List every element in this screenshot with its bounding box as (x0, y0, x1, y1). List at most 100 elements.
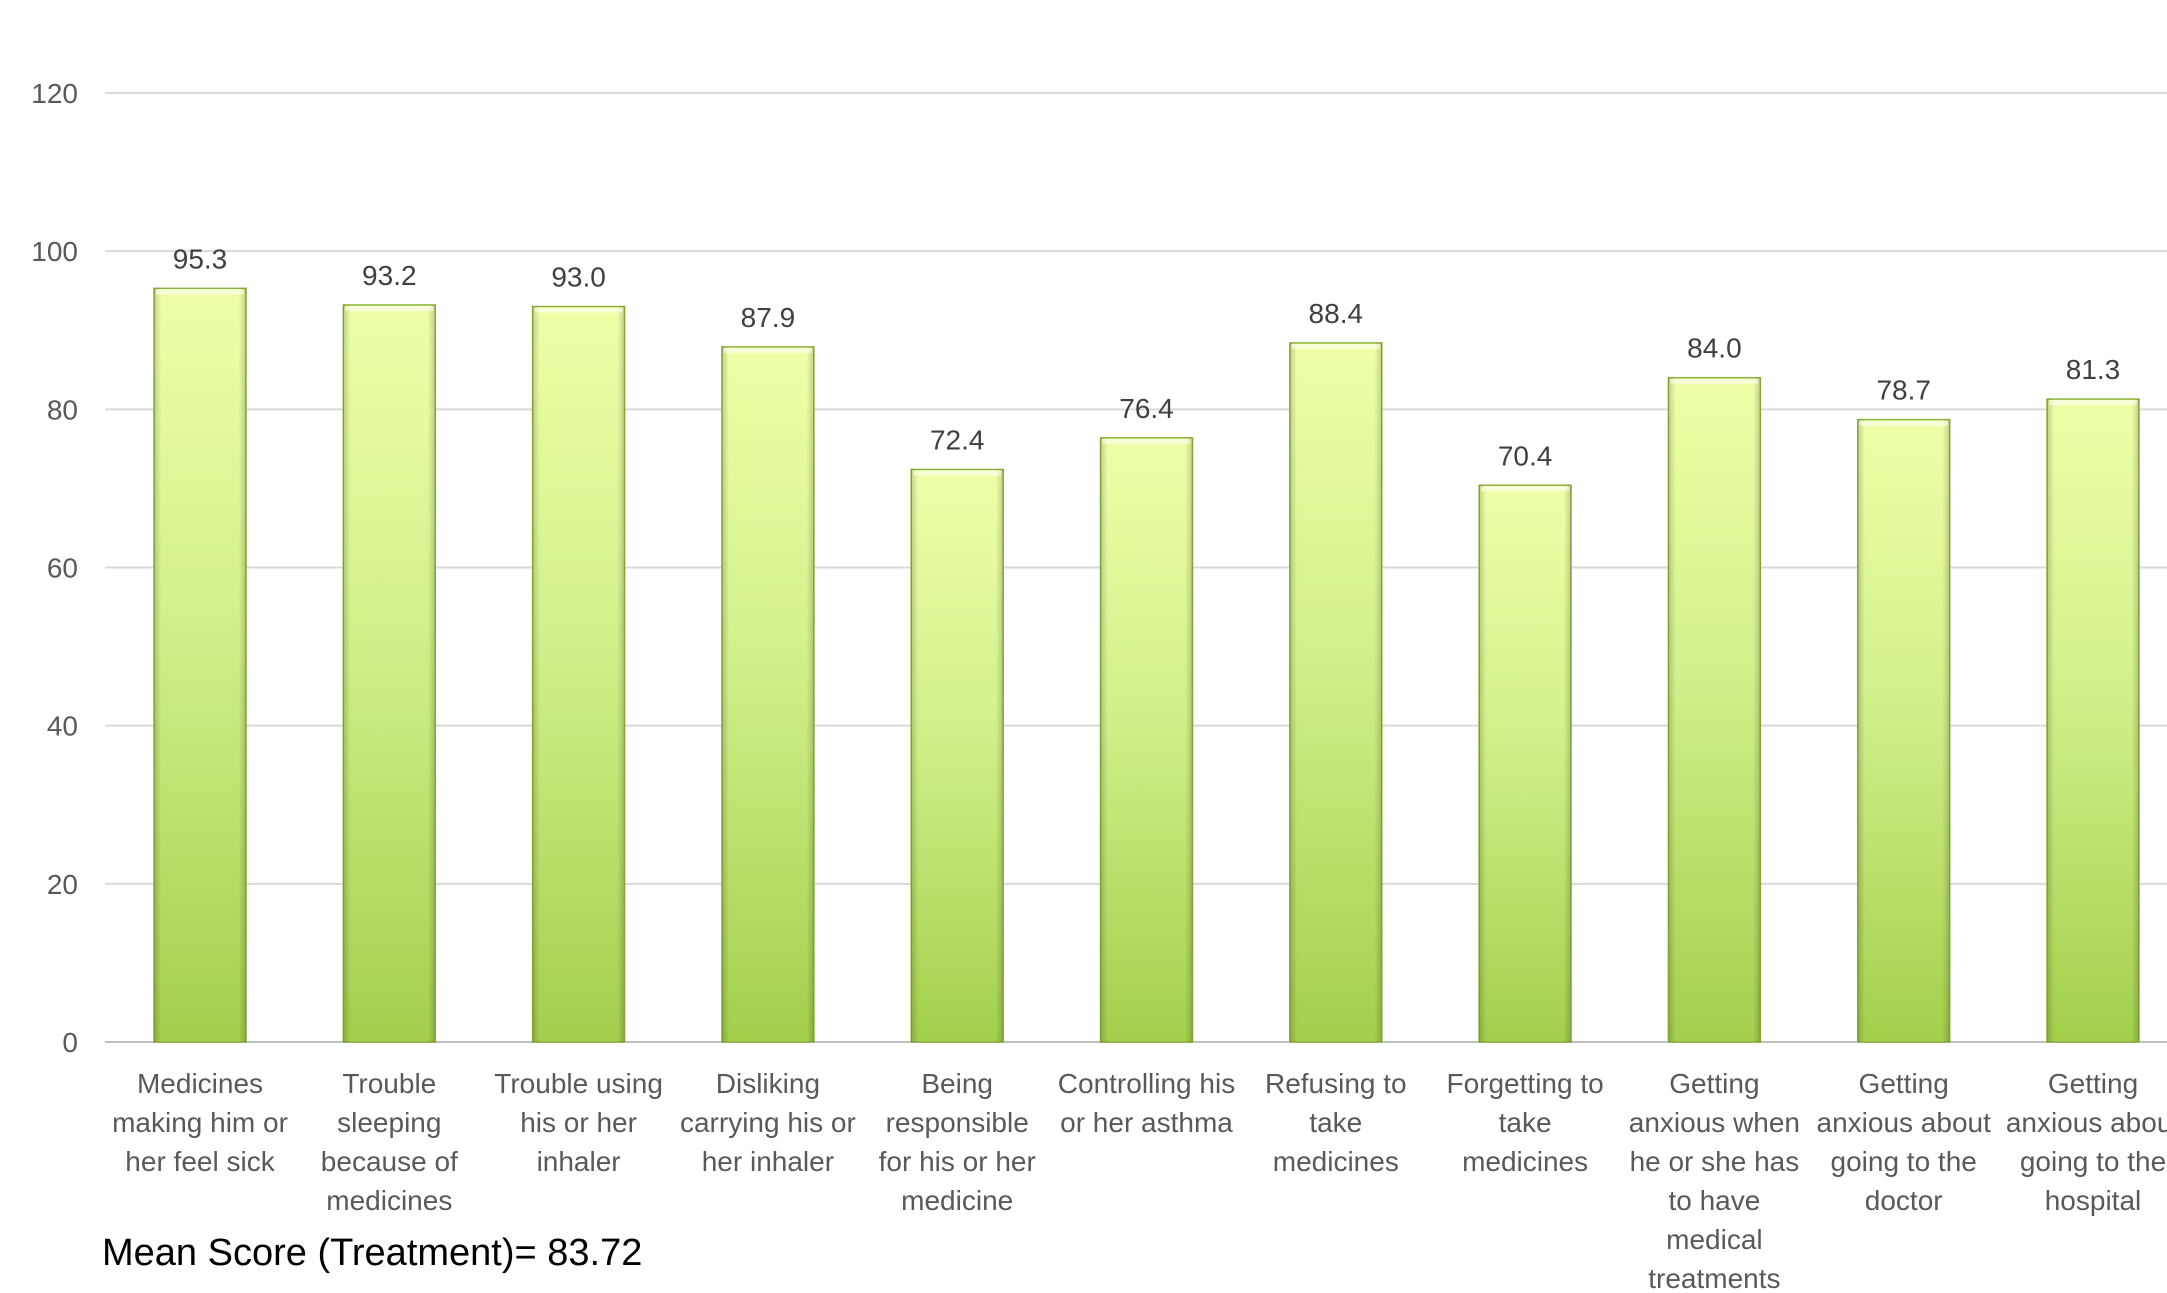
category-label-line: anxious about (2006, 1107, 2167, 1138)
category-label: Disliking carrying his or her inhaler (680, 1068, 856, 1177)
category-label-line: medicines (1273, 1146, 1399, 1177)
category-label: Being responsible for his or her medicine (879, 1068, 1036, 1216)
category-label-line: Getting (2048, 1068, 2138, 1099)
bar-shade (343, 304, 436, 1042)
data-label: 84.0 (1687, 333, 1742, 364)
bar (1478, 484, 1572, 1043)
data-label: 81.3 (2066, 354, 2121, 385)
category-label-line: Refusing to (1265, 1068, 1407, 1099)
data-label: 95.3 (173, 243, 228, 274)
category-label-line: anxious when (1629, 1107, 1800, 1138)
category-label: Getting anxious about going to the hospital (2006, 1068, 2167, 1216)
bar-shade (1857, 419, 1950, 1043)
category-label-line: Getting (1669, 1068, 1759, 1099)
bar-highlight (723, 347, 812, 353)
category-label: Trouble using his or her inhaler (494, 1068, 663, 1177)
data-label: 76.4 (1119, 393, 1174, 424)
bar (1667, 376, 1762, 1043)
category-label-line: for his or her (879, 1146, 1036, 1177)
bar-shade (2047, 399, 2139, 1042)
category-label-line: going to the (2020, 1146, 2166, 1177)
bar-highlight (2049, 400, 2137, 406)
bar-highlight (345, 305, 434, 311)
bar-highlight (1670, 378, 1759, 384)
category-label-line: his or her (520, 1107, 637, 1138)
category-label-line: carrying his or (680, 1107, 856, 1138)
category-label-line: because of (321, 1146, 458, 1177)
y-tick-label: 100 (31, 236, 78, 267)
bar (910, 468, 1004, 1043)
bar (153, 287, 247, 1043)
category-label: Trouble sleeping because of medicines (321, 1068, 458, 1216)
bar-highlight (1481, 486, 1570, 492)
data-label: 72.4 (930, 424, 985, 455)
category-label-line: medicine (901, 1185, 1013, 1216)
bar (1289, 342, 1383, 1043)
category-label-line: her feel sick (125, 1146, 275, 1177)
category-label-line: making him or (112, 1107, 288, 1138)
category-label-line: Trouble using (494, 1068, 663, 1099)
bar-highlight (1859, 420, 1948, 426)
category-label-line: Controlling his (1058, 1068, 1235, 1099)
data-label: 87.9 (741, 302, 796, 333)
bar (1099, 437, 1194, 1043)
data-label: 78.7 (1876, 375, 1931, 406)
bar-highlight (1291, 343, 1380, 349)
category-label-line: Medicines (137, 1068, 263, 1099)
bar-highlight (1102, 438, 1191, 444)
bar-shade (1479, 485, 1572, 1043)
category-label-line: medicines (1462, 1146, 1588, 1177)
bar-highlight (913, 470, 1002, 476)
category-label-line: Being (921, 1068, 993, 1099)
category-label-line: going to the (1831, 1146, 1977, 1177)
bar-shade (154, 288, 246, 1043)
category-label: Refusing to take medicines (1265, 1068, 1407, 1177)
bar-shade (1289, 342, 1382, 1042)
bar-shade (1668, 377, 1761, 1042)
category-label: Getting anxious about going to the doctor (1817, 1068, 1992, 1216)
bar (531, 305, 626, 1043)
y-tick-label: 120 (31, 78, 78, 109)
category-label-line: doctor (1865, 1185, 1943, 1216)
data-labels: 95.3 93.2 93.0 87.9 72.4 76.4 88.4 70.4 84.0 78.7… (173, 243, 2121, 471)
category-label: Forgetting to take medicines (1446, 1068, 1603, 1177)
category-label-line: take (1309, 1107, 1362, 1138)
bar-highlight (156, 289, 244, 295)
data-label: 93.2 (362, 260, 417, 291)
category-label-line: to have (1668, 1185, 1760, 1216)
bars (153, 287, 2140, 1043)
category-labels: Medicines making him or her feel sick Troub… (112, 1068, 2167, 1293)
category-label-line: Getting (1859, 1068, 1949, 1099)
category-label-line: inhaler (537, 1146, 621, 1177)
bar (721, 346, 815, 1043)
category-label-line: or her asthma (1060, 1107, 1233, 1138)
y-tick-label: 20 (47, 869, 78, 900)
category-label-line: Disliking (716, 1068, 820, 1099)
y-tick-label: 80 (47, 394, 78, 425)
bar-shade (1100, 437, 1193, 1042)
y-tick-label: 0 (62, 1027, 78, 1058)
mean-score-note: Mean Score (Treatment)= 83.72 (102, 1232, 643, 1274)
bar (1856, 418, 1951, 1043)
category-label: Medicines making him or her feel sick (112, 1068, 288, 1177)
category-label-line: medical (1666, 1224, 1762, 1255)
data-label: 70.4 (1498, 440, 1553, 471)
y-tick-label: 60 (47, 553, 78, 584)
category-label-line: hospital (2045, 1185, 2142, 1216)
bar (342, 304, 437, 1043)
category-label-line: take (1499, 1107, 1552, 1138)
category-label-line: medicines (326, 1185, 452, 1216)
bar-shade (532, 306, 625, 1042)
category-label-line: treatments (1648, 1263, 1780, 1293)
bar-shade (911, 469, 1004, 1043)
y-axis-ticks: 0 20 40 60 80 100 120 (31, 78, 78, 1058)
bar (2046, 398, 2140, 1043)
bar-highlight (534, 307, 623, 313)
bar-shade (721, 346, 814, 1042)
category-label: Controlling his or her asthma (1058, 1068, 1235, 1138)
category-label-line: her inhaler (702, 1146, 834, 1177)
data-label: 93.0 (551, 262, 606, 293)
category-label-line: Forgetting to (1446, 1068, 1603, 1099)
data-label: 88.4 (1309, 298, 1364, 329)
